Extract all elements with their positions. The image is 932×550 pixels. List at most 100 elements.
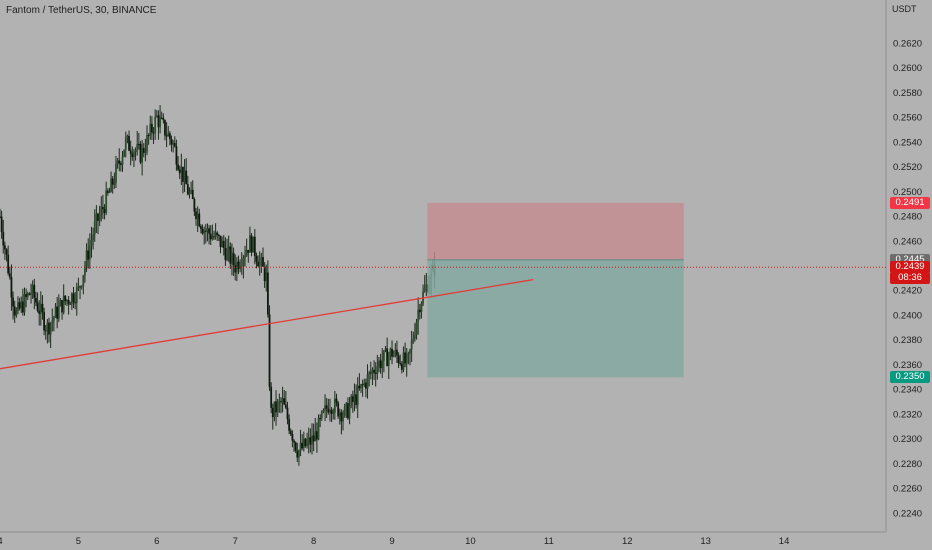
candle-body (425, 284, 428, 288)
candle-body (123, 149, 126, 157)
candle-body (353, 394, 356, 402)
candle-body (201, 228, 204, 234)
candle-body (312, 435, 315, 442)
candle-body (173, 142, 176, 147)
candle-body (252, 236, 255, 253)
candle-body (67, 299, 70, 304)
candle-body (286, 407, 289, 420)
candle-body (306, 441, 308, 446)
candle-body (98, 214, 101, 221)
candle-body (186, 184, 189, 195)
candle-body (400, 363, 403, 370)
candle-body (361, 384, 364, 386)
candle-body (74, 302, 77, 304)
candle-body (214, 232, 217, 237)
candle-body (62, 295, 65, 313)
candle-body (144, 151, 147, 153)
y-tick-label: 0.2520 (893, 162, 922, 173)
candle-body (235, 261, 238, 273)
symbol-title[interactable]: Fantom / TetherUS, 30, BINANCE (6, 5, 157, 16)
candle-body (26, 293, 29, 297)
candle-body (315, 431, 318, 440)
candle-body (82, 275, 85, 287)
candle-body (314, 431, 317, 442)
candle-body (43, 312, 46, 331)
candle-body (414, 335, 416, 339)
candle-body (343, 406, 346, 416)
candle-body (278, 401, 281, 403)
candle-body (53, 317, 55, 321)
candle-body (271, 407, 274, 418)
candle-body (366, 374, 369, 389)
candle-body (337, 402, 340, 417)
candle-body (296, 450, 299, 458)
x-tick-label: 12 (622, 536, 633, 547)
candle-body (87, 250, 90, 260)
candle-body (369, 372, 372, 374)
candle-body (302, 438, 305, 449)
candle-body (56, 306, 59, 319)
price-tag: 0.2491 (890, 196, 930, 209)
candle-body (355, 394, 357, 405)
candle-body (327, 408, 330, 413)
y-tick-label: 0.2360 (893, 360, 922, 371)
overlays[interactable] (0, 202, 886, 378)
candle-body (301, 442, 304, 449)
candle-body (348, 405, 351, 419)
y-tick-label: 0.2380 (893, 335, 922, 346)
candle-body (198, 213, 201, 227)
candle-body (224, 248, 227, 261)
candle-body (175, 146, 178, 165)
candle-body (141, 147, 144, 163)
candle-body (131, 153, 134, 158)
candle-body (12, 297, 14, 307)
candle-body (325, 405, 328, 409)
candle-body (10, 277, 13, 298)
x-tick-label: 11 (544, 536, 554, 547)
candle-body (105, 190, 108, 214)
candle-body (79, 286, 81, 288)
candle-body (162, 118, 165, 121)
candle-body (229, 246, 232, 264)
candle-body (381, 360, 384, 369)
trendline (0, 278, 534, 370)
candle-body (258, 260, 261, 267)
candle-body (142, 147, 145, 153)
candle-body (270, 386, 273, 408)
candle-body (324, 405, 326, 411)
candle-body (288, 419, 291, 431)
candle-body (28, 293, 31, 295)
candle-body (293, 440, 295, 443)
y-tick-label: 0.2340 (893, 385, 922, 396)
x-tick-label: 6 (154, 536, 159, 547)
candle-body (309, 437, 312, 445)
candle-body (111, 178, 114, 185)
candle-body (159, 117, 161, 128)
y-tick-label: 0.2620 (893, 38, 922, 49)
candle-body (213, 236, 215, 238)
candle-body (0, 216, 3, 232)
candle-body (263, 266, 266, 282)
candle-body (59, 300, 62, 307)
candle-body (21, 301, 24, 313)
candle-body (294, 442, 297, 451)
candle-body (399, 363, 402, 365)
candle-body (304, 438, 307, 446)
candle-body (358, 385, 361, 389)
candle-body (333, 398, 336, 413)
candle-body (209, 233, 212, 240)
candle-body (394, 349, 397, 355)
x-tick-label: 13 (700, 536, 711, 547)
candle-body (77, 286, 80, 288)
candle-body (155, 115, 158, 117)
candle-body (257, 261, 259, 267)
y-tick-label: 0.2420 (893, 286, 922, 297)
candle-body (66, 299, 68, 302)
candle-body (178, 169, 181, 174)
candle-body (371, 369, 374, 374)
candle-body (376, 366, 379, 374)
y-tick-label: 0.2240 (893, 508, 922, 519)
